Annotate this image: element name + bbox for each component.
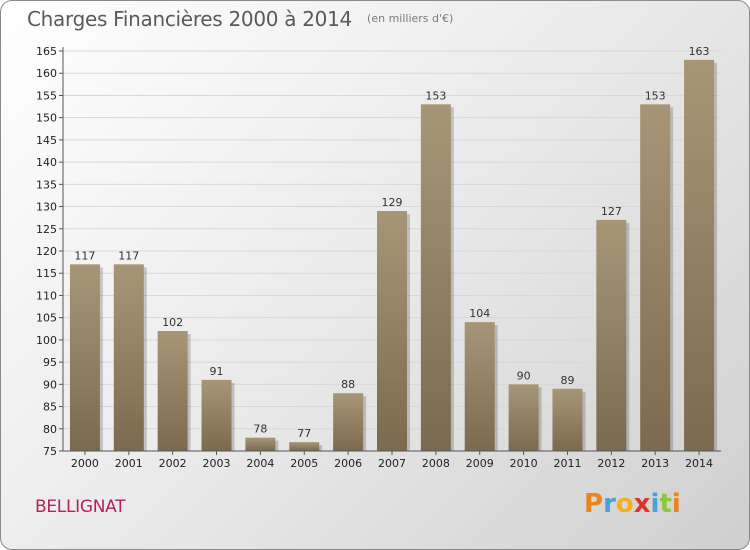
data-label: 88	[341, 378, 355, 391]
data-label: 104	[469, 307, 490, 320]
logo-letter: P	[584, 489, 604, 519]
y-tick-label: 95	[43, 356, 57, 369]
y-tick-label: 135	[36, 178, 57, 191]
bar-2010[interactable]	[508, 384, 539, 451]
data-label: 90	[517, 369, 531, 382]
y-tick-label: 130	[36, 201, 57, 214]
y-tick-label: 85	[43, 401, 57, 414]
logo-letter: r	[603, 489, 616, 519]
data-label: 89	[560, 374, 574, 387]
bar-2011[interactable]	[552, 388, 583, 451]
x-tick-label: 2010	[510, 457, 538, 470]
x-tick-label: 2009	[466, 457, 494, 470]
x-tick-label: 2004	[246, 457, 274, 470]
data-label: 153	[645, 89, 666, 102]
y-tick-label: 165	[36, 45, 57, 58]
y-tick-label: 115	[36, 267, 57, 280]
data-label: 91	[210, 365, 224, 378]
y-tick-label: 150	[36, 112, 57, 125]
x-tick-label: 2002	[159, 457, 187, 470]
logo-letter: i	[650, 489, 660, 519]
x-tick-label: 2001	[115, 457, 143, 470]
data-label: 117	[118, 249, 139, 262]
bar-2013[interactable]	[640, 104, 671, 451]
commune-name: BELLIGNAT	[35, 497, 126, 517]
data-label: 77	[297, 427, 311, 440]
logo-letter: x	[633, 489, 651, 519]
data-label: 153	[425, 89, 446, 102]
y-tick-label: 100	[36, 334, 57, 347]
y-tick-label: 145	[36, 134, 57, 147]
data-label: 127	[601, 205, 622, 218]
bar-2009[interactable]	[464, 322, 495, 451]
y-tick-label: 90	[43, 378, 57, 391]
x-tick-label: 2007	[378, 457, 406, 470]
logo-letter: t	[659, 489, 672, 519]
title-row: Charges Financières 2000 à 2014 (en mill…	[27, 7, 453, 31]
y-tick-label: 110	[36, 289, 57, 302]
bar-2012[interactable]	[596, 219, 627, 451]
y-tick-label: 140	[36, 156, 57, 169]
bar-2003[interactable]	[201, 379, 232, 451]
data-label: 78	[253, 423, 267, 436]
data-label: 129	[382, 196, 403, 209]
bar-2001[interactable]	[113, 264, 144, 451]
x-tick-label: 2011	[553, 457, 581, 470]
x-tick-label: 2005	[290, 457, 318, 470]
x-tick-label: 2006	[334, 457, 362, 470]
logo-letter: o	[615, 489, 634, 519]
y-tick-label: 105	[36, 312, 57, 325]
x-tick-label: 2008	[422, 457, 450, 470]
bar-2000[interactable]	[69, 264, 100, 451]
bar-2005[interactable]	[289, 442, 320, 451]
x-axis-ticks: 2000 2001 2002 2003 2004 2005 2006 2007 2008 2009…	[71, 451, 713, 470]
bar-2002[interactable]	[157, 331, 188, 451]
data-label: 102	[162, 316, 183, 329]
y-tick-label: 155	[36, 89, 57, 102]
y-tick-label: 120	[36, 245, 57, 258]
y-tick-label: 125	[36, 223, 57, 236]
logo-letter: i	[671, 489, 681, 519]
x-tick-label: 2012	[597, 457, 625, 470]
bar-2007[interactable]	[377, 211, 407, 451]
y-tick-label: 80	[43, 423, 57, 436]
chart-subtitle: (en milliers d'€)	[367, 12, 454, 25]
bar-2004[interactable]	[245, 437, 276, 451]
data-label: 163	[689, 45, 710, 58]
data-label: 117	[74, 249, 95, 262]
x-tick-label: 2013	[641, 457, 669, 470]
bars: 117 117 102 91 78 77 88 129 153 104 90 89 127 153 163	[69, 45, 718, 452]
y-tick-label: 75	[43, 445, 57, 458]
x-tick-label: 2003	[203, 457, 231, 470]
bar-2006[interactable]	[333, 393, 364, 451]
proxiti-logo[interactable]: Proxiti	[584, 489, 681, 519]
bar-2008[interactable]	[420, 104, 451, 451]
chart-title: Charges Financières 2000 à 2014	[27, 7, 352, 31]
x-tick-label: 2014	[685, 457, 713, 470]
x-tick-label: 2000	[71, 457, 99, 470]
y-tick-label: 160	[36, 67, 57, 80]
bar-2014[interactable]	[684, 59, 715, 452]
y-axis-ticks: 75 80 85 90 95 100 105 110 115 120 125 130 135 140 145…	[36, 45, 63, 458]
